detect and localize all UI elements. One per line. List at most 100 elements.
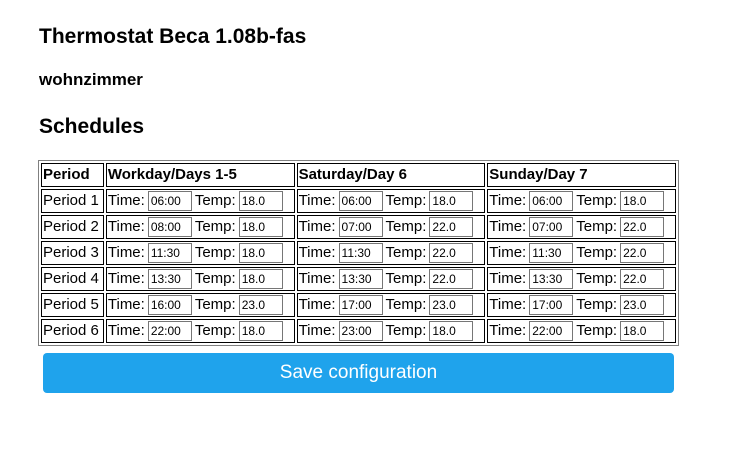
schedule-cell-saturday: Time: Temp: bbox=[296, 215, 486, 239]
schedule-cell-sunday: Time: Temp: bbox=[487, 189, 676, 213]
time-input[interactable] bbox=[529, 295, 574, 316]
temp-input[interactable] bbox=[620, 217, 665, 238]
time-input[interactable] bbox=[338, 321, 383, 342]
save-configuration-button[interactable]: Save configuration bbox=[43, 353, 674, 393]
period-label: Period 1 bbox=[41, 189, 104, 213]
table-header-row: Period Workday/Days 1-5 Saturday/Day 6 S… bbox=[41, 163, 676, 187]
temp-label: Temp: bbox=[385, 217, 427, 235]
temp-input[interactable] bbox=[620, 321, 665, 342]
time-label: Time: bbox=[489, 243, 527, 261]
time-input[interactable] bbox=[529, 321, 574, 342]
schedule-cell-saturday: Time: Temp: bbox=[296, 293, 486, 317]
time-input[interactable] bbox=[529, 191, 574, 212]
time-input[interactable] bbox=[147, 321, 192, 342]
time-input[interactable] bbox=[529, 243, 574, 264]
temp-input[interactable] bbox=[429, 321, 474, 342]
time-label: Time: bbox=[489, 321, 527, 339]
temp-label: Temp: bbox=[576, 191, 618, 209]
temp-label: Temp: bbox=[194, 217, 236, 235]
temp-input[interactable] bbox=[238, 295, 283, 316]
temp-label: Temp: bbox=[194, 295, 236, 313]
temp-label: Temp: bbox=[385, 191, 427, 209]
temp-input[interactable] bbox=[620, 243, 665, 264]
schedule-cell-workday: Time: Temp: bbox=[105, 215, 295, 239]
time-input[interactable] bbox=[147, 243, 192, 264]
temp-input[interactable] bbox=[429, 243, 474, 264]
temp-label: Temp: bbox=[194, 269, 236, 287]
schedule-cell-workday: Time: Temp: bbox=[105, 293, 295, 317]
temp-input[interactable] bbox=[620, 269, 665, 290]
schedule-cell-workday: Time: Temp: bbox=[105, 319, 295, 343]
section-title: Schedules bbox=[39, 115, 145, 138]
temp-label: Temp: bbox=[576, 295, 618, 313]
time-input[interactable] bbox=[338, 243, 383, 264]
time-label: Time: bbox=[489, 269, 527, 287]
time-input[interactable] bbox=[338, 191, 383, 212]
temp-input[interactable] bbox=[238, 191, 283, 212]
time-label: Time: bbox=[298, 243, 336, 261]
time-label: Time: bbox=[107, 243, 145, 261]
time-label: Time: bbox=[107, 217, 145, 235]
time-input[interactable] bbox=[147, 217, 192, 238]
time-label: Time: bbox=[298, 217, 336, 235]
time-label: Time: bbox=[107, 295, 145, 313]
header-sunday: Sunday/Day 7 bbox=[487, 163, 676, 187]
period-label: Period 6 bbox=[41, 319, 104, 343]
schedule-cell-saturday: Time: Temp: bbox=[296, 189, 486, 213]
time-label: Time: bbox=[298, 321, 336, 339]
schedule-cell-workday: Time: Temp: bbox=[105, 189, 295, 213]
temp-input[interactable] bbox=[429, 295, 474, 316]
time-label: Time: bbox=[489, 217, 527, 235]
schedule-body: Period 1Time:Temp:Time:Temp:Time:Temp:Pe… bbox=[41, 189, 676, 343]
schedule-cell-sunday: Time: Temp: bbox=[487, 319, 676, 343]
time-input[interactable] bbox=[529, 217, 574, 238]
schedule-cell-saturday: Time: Temp: bbox=[296, 319, 486, 343]
period-label: Period 3 bbox=[41, 241, 104, 265]
temp-input[interactable] bbox=[620, 295, 665, 316]
temp-label: Temp: bbox=[385, 269, 427, 287]
temp-label: Temp: bbox=[385, 243, 427, 261]
temp-input[interactable] bbox=[238, 269, 283, 290]
temp-label: Temp: bbox=[576, 243, 618, 261]
temp-label: Temp: bbox=[385, 295, 427, 313]
schedule-cell-sunday: Time: Temp: bbox=[487, 267, 676, 291]
temp-label: Temp: bbox=[576, 269, 618, 287]
temp-input[interactable] bbox=[429, 191, 474, 212]
temp-input[interactable] bbox=[238, 217, 283, 238]
temp-input[interactable] bbox=[429, 269, 474, 290]
period-label: Period 2 bbox=[41, 215, 104, 239]
schedule-cell-sunday: Time: Temp: bbox=[487, 241, 676, 265]
time-label: Time: bbox=[298, 191, 336, 209]
page-title: Thermostat Beca 1.08b-fas bbox=[39, 25, 307, 48]
time-label: Time: bbox=[107, 321, 145, 339]
time-label: Time: bbox=[298, 269, 336, 287]
temp-input[interactable] bbox=[238, 321, 283, 342]
time-input[interactable] bbox=[338, 217, 383, 238]
time-input[interactable] bbox=[147, 295, 192, 316]
time-input[interactable] bbox=[338, 269, 383, 290]
time-label: Time: bbox=[107, 269, 145, 287]
period-label: Period 4 bbox=[41, 267, 104, 291]
time-label: Time: bbox=[298, 295, 336, 313]
header-saturday: Saturday/Day 6 bbox=[296, 163, 486, 187]
time-label: Time: bbox=[489, 295, 527, 313]
schedule-cell-workday: Time: Temp: bbox=[105, 241, 295, 265]
time-input[interactable] bbox=[338, 295, 383, 316]
temp-input[interactable] bbox=[620, 191, 665, 212]
temp-input[interactable] bbox=[429, 217, 474, 238]
schedule-cell-saturday: Time: Temp: bbox=[296, 241, 486, 265]
time-label: Time: bbox=[107, 191, 145, 209]
temp-label: Temp: bbox=[194, 321, 236, 339]
schedule-table: Period Workday/Days 1-5 Saturday/Day 6 S… bbox=[38, 160, 679, 346]
temp-label: Temp: bbox=[194, 191, 236, 209]
time-input[interactable] bbox=[147, 269, 192, 290]
time-input[interactable] bbox=[147, 191, 192, 212]
temp-label: Temp: bbox=[194, 243, 236, 261]
time-label: Time: bbox=[489, 191, 527, 209]
time-input[interactable] bbox=[529, 269, 574, 290]
temp-input[interactable] bbox=[238, 243, 283, 264]
